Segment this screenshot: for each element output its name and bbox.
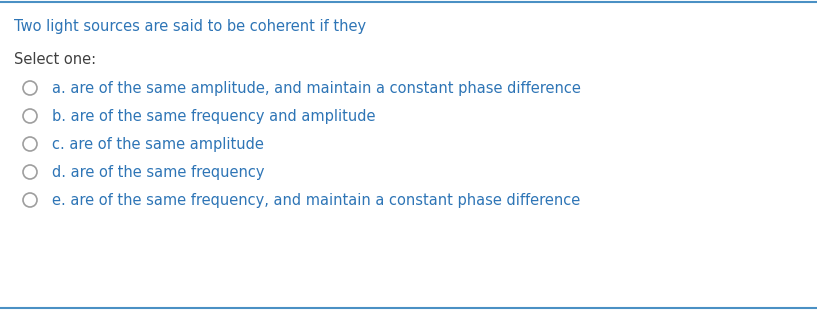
Ellipse shape <box>23 137 37 151</box>
Ellipse shape <box>23 109 37 123</box>
Ellipse shape <box>23 165 37 179</box>
Text: c. are of the same amplitude: c. are of the same amplitude <box>52 137 264 151</box>
Text: b. are of the same frequency and amplitude: b. are of the same frequency and amplitu… <box>52 109 376 123</box>
Text: a. are of the same amplitude, and maintain a constant phase difference: a. are of the same amplitude, and mainta… <box>52 81 581 95</box>
Text: Two light sources are said to be coherent if they: Two light sources are said to be coheren… <box>14 18 366 34</box>
Text: d. are of the same frequency: d. are of the same frequency <box>52 165 265 179</box>
Ellipse shape <box>23 81 37 95</box>
Text: Select one:: Select one: <box>14 53 96 67</box>
Ellipse shape <box>23 193 37 207</box>
Text: e. are of the same frequency, and maintain a constant phase difference: e. are of the same frequency, and mainta… <box>52 193 580 207</box>
